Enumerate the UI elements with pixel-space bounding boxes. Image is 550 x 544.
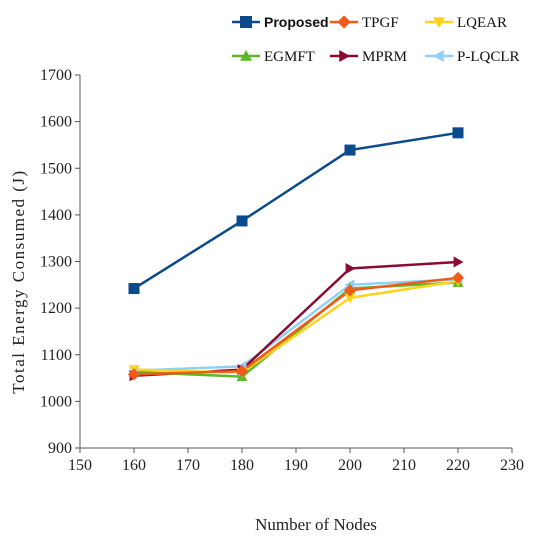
data-point-mprm bbox=[453, 256, 464, 268]
legend-label: LQEAR bbox=[457, 15, 507, 31]
legend-marker-proposed bbox=[240, 16, 252, 28]
data-point-proposed bbox=[236, 215, 248, 227]
x-tick-label: 180 bbox=[230, 457, 254, 474]
y-tick-label: 1000 bbox=[40, 393, 72, 410]
y-ticks: 900 1000 1100 1200 1300 1400 1500 1600 1700 bbox=[40, 67, 80, 457]
x-tick-label: 230 bbox=[500, 457, 524, 474]
series-line-lqear bbox=[133, 279, 459, 374]
legend-marker-mprm bbox=[339, 50, 350, 62]
y-tick-label: 1500 bbox=[40, 160, 72, 177]
legend-item-tpgf: TPGF bbox=[330, 15, 399, 31]
legend-item-proposed: Proposed bbox=[232, 14, 329, 30]
legend: Proposed TPGF LQEAR EGMFT MPRM P-LQCLR bbox=[232, 14, 520, 65]
series-line-tpgf bbox=[133, 276, 459, 376]
data-point-tpgf bbox=[235, 365, 249, 378]
series-lines bbox=[133, 131, 459, 378]
x-ticks: 150 160 170 180 190 200 210 220 230 bbox=[68, 448, 524, 474]
legend-item-lqear: LQEAR bbox=[425, 15, 507, 31]
x-tick-label: 190 bbox=[284, 457, 308, 474]
legend-item-mprm: MPRM bbox=[330, 49, 407, 65]
series-line-mprm bbox=[133, 260, 459, 377]
data-point-tpgf bbox=[451, 271, 465, 284]
y-tick-label: 1200 bbox=[40, 300, 72, 317]
series-line-egmft bbox=[133, 281, 459, 378]
legend-label: Proposed bbox=[264, 14, 329, 30]
legend-label: MPRM bbox=[362, 49, 407, 65]
y-tick-label: 900 bbox=[48, 440, 72, 457]
x-tick-label: 220 bbox=[446, 457, 470, 474]
legend-marker-p-lqclr bbox=[433, 50, 444, 62]
data-point-proposed bbox=[452, 127, 464, 139]
x-tick-label: 170 bbox=[176, 457, 200, 474]
y-tick-label: 1700 bbox=[40, 67, 72, 84]
data-point-tpgf bbox=[343, 284, 357, 297]
y-tick-label: 1400 bbox=[40, 207, 72, 224]
series-markers bbox=[127, 127, 465, 382]
legend-item-p-lqclr: P-LQCLR bbox=[425, 49, 520, 65]
y-tick-label: 1600 bbox=[40, 114, 72, 131]
data-point-proposed bbox=[344, 144, 356, 156]
legend-label: TPGF bbox=[362, 15, 399, 31]
x-tick-label: 150 bbox=[68, 457, 92, 474]
y-tick-label: 1100 bbox=[41, 347, 72, 364]
legend-label: P-LQCLR bbox=[457, 49, 520, 65]
legend-marker-egmft bbox=[240, 50, 252, 61]
data-point-lqear bbox=[344, 293, 356, 304]
y-tick-label: 1300 bbox=[40, 254, 72, 271]
data-point-mprm bbox=[345, 262, 356, 274]
data-point-proposed bbox=[128, 283, 140, 295]
y-axis-title: Total Energy Consumed (J) bbox=[9, 169, 28, 393]
legend-label: EGMFT bbox=[264, 49, 315, 65]
x-tick-label: 200 bbox=[338, 457, 362, 474]
legend-item-egmft: EGMFT bbox=[232, 49, 315, 65]
series-line-proposed bbox=[133, 131, 459, 290]
legend-marker-tpgf bbox=[337, 15, 351, 29]
x-tick-label: 160 bbox=[122, 457, 146, 474]
x-tick-label: 210 bbox=[392, 457, 416, 474]
x-axis-title: Number of Nodes bbox=[255, 515, 377, 534]
series-line-p-lqclr bbox=[133, 277, 459, 372]
data-point-tpgf bbox=[127, 368, 141, 381]
legend-marker-lqear bbox=[433, 17, 445, 28]
